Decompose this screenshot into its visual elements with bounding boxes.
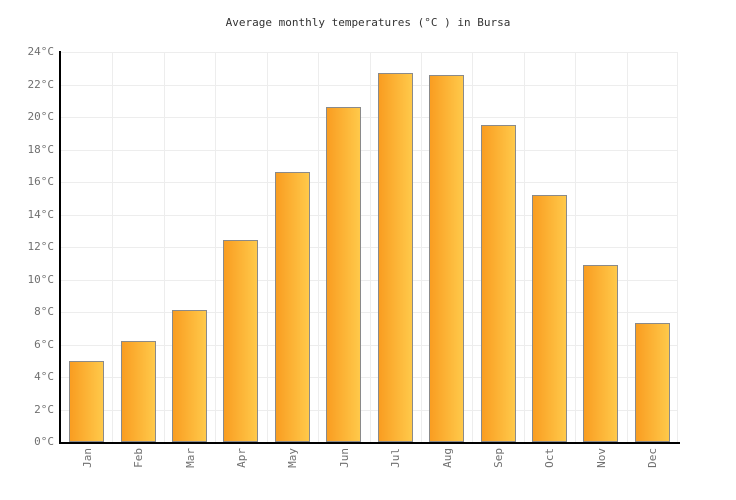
- gridline-horizontal: [61, 312, 678, 313]
- x-axis-label-feb: Feb: [132, 448, 145, 468]
- chart-title: Average monthly temperatures (°C ) in Bu…: [225, 16, 511, 29]
- x-axis-label-apr: Apr: [235, 448, 248, 468]
- bar-feb: [121, 341, 156, 442]
- gridline-vertical: [472, 52, 473, 442]
- bar-aug: [429, 75, 464, 442]
- y-axis-label: 18°C: [27, 143, 55, 156]
- gridline-horizontal: [61, 345, 678, 346]
- y-axis: 0°C 2°C 4°C 6°C 8°C 10°C 12°C 14°C 16°C 18°C 20°C 2…: [0, 45, 55, 448]
- gridline-horizontal: [61, 377, 678, 378]
- y-axis-label: 0°C: [34, 435, 54, 448]
- y-axis-label: 24°C: [27, 45, 55, 58]
- gridline-horizontal: [61, 150, 678, 151]
- x-axis-label-oct: Oct: [543, 448, 556, 468]
- gridline-horizontal: [61, 215, 678, 216]
- bar-oct: [532, 195, 567, 442]
- gridline-vertical: [370, 52, 371, 442]
- gridline-vertical: [215, 52, 216, 442]
- x-axis-label-jun: Jun: [338, 448, 351, 468]
- x-axis-label-mar: Mar: [184, 448, 197, 468]
- gridline-horizontal: [61, 280, 678, 281]
- y-axis-line: [59, 51, 61, 444]
- gridline-vertical: [524, 52, 525, 442]
- bar-mar: [172, 310, 207, 442]
- gridline-vertical: [318, 52, 319, 442]
- gridline-vertical: [677, 52, 678, 442]
- y-axis-label: 2°C: [34, 403, 54, 416]
- gridline-vertical: [267, 52, 268, 442]
- gridline-horizontal: [61, 410, 678, 411]
- x-axis-label-aug: Aug: [441, 448, 454, 468]
- x-axis-label-jul: Jul: [389, 448, 402, 468]
- bar-jan: [69, 361, 104, 442]
- x-axis-label-may: May: [286, 448, 299, 468]
- gridline-vertical: [164, 52, 165, 442]
- gridline-vertical: [627, 52, 628, 442]
- gridline-horizontal: [61, 117, 678, 118]
- gridline-vertical: [575, 52, 576, 442]
- y-axis-label: 12°C: [27, 240, 55, 253]
- x-axis-label-sep: Sep: [492, 448, 505, 468]
- bar-dec: [635, 323, 670, 442]
- x-axis-label-jan: Jan: [81, 448, 94, 468]
- y-axis-label: 22°C: [27, 78, 55, 91]
- y-axis-label: 6°C: [34, 338, 54, 351]
- bar-jun: [326, 107, 361, 442]
- gridline-vertical: [421, 52, 422, 442]
- x-axis-line: [59, 442, 680, 444]
- plot-area: [61, 52, 678, 442]
- y-axis-label: 20°C: [27, 110, 55, 123]
- x-axis-label-dec: Dec: [646, 448, 659, 468]
- gridline-horizontal: [61, 182, 678, 183]
- bar-apr: [223, 240, 258, 442]
- y-axis-label: 16°C: [27, 175, 55, 188]
- gridline-horizontal: [61, 85, 678, 86]
- x-axis: Jan Feb Mar Apr May Jun Jul Aug Sep Oct Nov Dec: [61, 448, 678, 496]
- gridline-horizontal: [61, 247, 678, 248]
- bar-jul: [378, 73, 413, 442]
- gridline-horizontal: [61, 52, 678, 53]
- y-axis-label: 14°C: [27, 208, 55, 221]
- y-axis-label: 8°C: [34, 305, 54, 318]
- y-axis-label: 4°C: [34, 370, 54, 383]
- gridline-vertical: [112, 52, 113, 442]
- bar-may: [275, 172, 310, 442]
- x-axis-label-nov: Nov: [595, 448, 608, 468]
- bar-nov: [583, 265, 618, 442]
- y-axis-label: 10°C: [27, 273, 55, 286]
- bar-sep: [481, 125, 516, 442]
